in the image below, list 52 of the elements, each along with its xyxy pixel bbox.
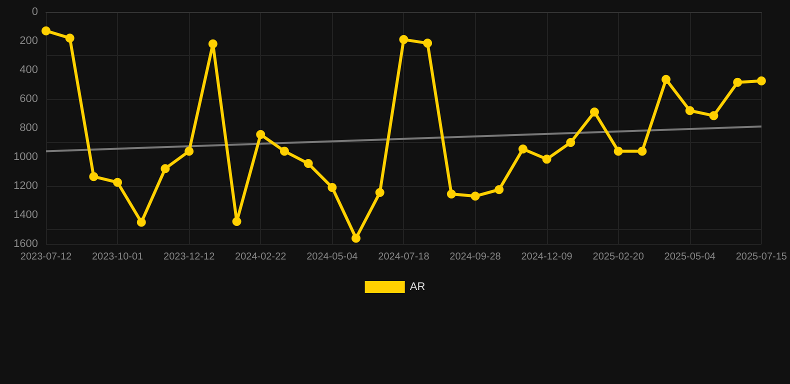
point: [685, 106, 694, 116]
point: [256, 130, 266, 140]
y-tick-label: 1000: [14, 151, 38, 163]
x-tick-label: 2024-05-04: [306, 252, 358, 262]
point: [566, 138, 576, 147]
point: [446, 189, 456, 198]
x-tick-label: 2023-12-12: [164, 252, 216, 262]
point: [160, 164, 170, 174]
point: [304, 159, 313, 168]
point: [494, 185, 504, 194]
point: [42, 26, 50, 36]
y-tick-label: 1200: [14, 180, 38, 192]
x-tick-label: 2024-09-28: [450, 252, 502, 262]
x-tick-label: 2025-05-04: [664, 252, 716, 262]
point: [184, 146, 194, 156]
point: [399, 35, 408, 44]
point: [709, 111, 718, 120]
point: [518, 144, 528, 154]
x-tick-label: 2023-07-12: [20, 252, 72, 262]
x-tick-label: 2024-07-18: [378, 252, 430, 262]
point: [638, 146, 647, 156]
point: [756, 76, 766, 86]
x-tick-label: 2025-02-20: [592, 252, 644, 262]
y-tick-label: 200: [20, 35, 38, 47]
point: [65, 34, 74, 43]
point: [423, 38, 432, 48]
point: [352, 234, 361, 243]
y-tick-label: 600: [20, 93, 38, 105]
y-tick-label: 800: [20, 122, 38, 134]
y-tick-label: 1400: [14, 209, 38, 221]
x-tick-label: 2024-02-22: [235, 252, 287, 262]
point: [662, 74, 671, 84]
point: [280, 146, 289, 156]
y-tick-label: 400: [20, 64, 38, 76]
point: [614, 146, 623, 156]
x-tick-label: 2024-12-09: [521, 252, 573, 262]
x-tick-label: 2023-10-01: [92, 252, 144, 262]
point: [375, 188, 384, 198]
point: [590, 108, 599, 117]
y-tick-label: 1600: [14, 238, 38, 250]
point: [136, 218, 146, 227]
y-tick-label: 0: [32, 6, 38, 18]
point: [208, 39, 218, 48]
point: [328, 182, 337, 192]
point: [733, 78, 742, 87]
point: [89, 172, 98, 182]
point: [113, 178, 122, 187]
legend-label: AR: [410, 281, 426, 293]
point: [470, 192, 480, 201]
point: [542, 154, 552, 164]
point: [232, 217, 242, 226]
x-tick-label: 2025-07-15: [736, 252, 788, 262]
